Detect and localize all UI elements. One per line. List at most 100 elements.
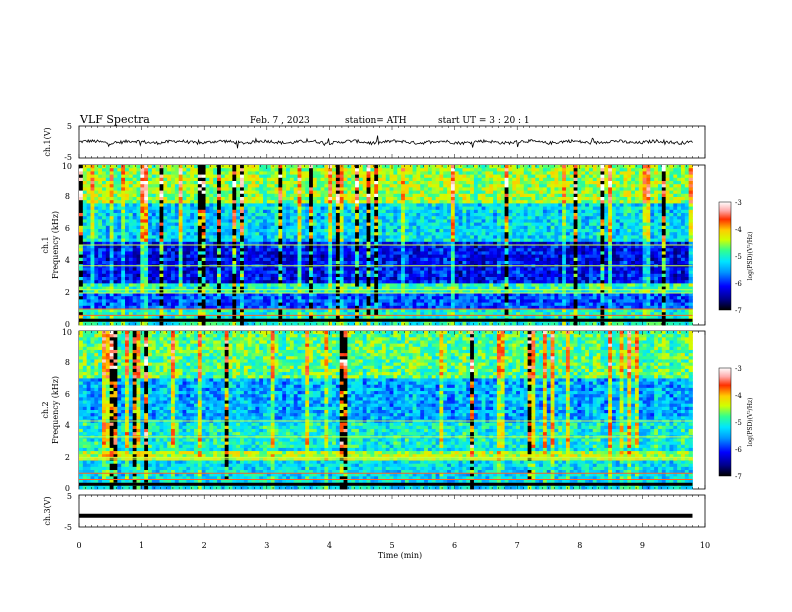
spectrogram-cell [332, 190, 337, 195]
spectrogram-cell [102, 184, 107, 188]
spectrogram-cell [485, 184, 490, 188]
spectrogram-cell [454, 187, 459, 191]
spectrogram-cell [512, 203, 517, 207]
spectrogram-cell [481, 190, 486, 195]
spectrogram-cell [385, 235, 390, 239]
spectrogram-cell [638, 165, 644, 169]
spectrogram-cell [500, 238, 505, 243]
spectrogram-cell [404, 209, 410, 214]
spectrogram-cell [485, 245, 490, 249]
spectrogram-cell [439, 174, 444, 179]
spectrogram-cell [389, 261, 394, 265]
spectrogram-cell [424, 200, 429, 204]
spectrogram-cell [171, 203, 176, 207]
spectrogram-cell [132, 241, 137, 246]
spectrogram-cell [163, 261, 168, 265]
spectrogram-cell [324, 254, 329, 259]
spectrogram-cell [366, 165, 371, 169]
spectrogram-cell [113, 251, 118, 255]
spectrogram-cell [416, 171, 421, 175]
spectrogram-cell [389, 248, 394, 252]
spectrogram-cell [424, 248, 429, 252]
spectrogram-cell [634, 190, 640, 195]
spectrogram-cell [412, 171, 417, 175]
spectrogram-cell [554, 209, 559, 214]
spectrogram-cell [443, 213, 448, 217]
spectrogram-cell [355, 200, 360, 204]
spectrogram-cell [316, 254, 321, 259]
spectrogram-cell [366, 257, 371, 262]
spectrogram-cell [205, 216, 210, 220]
spectrogram-cell [573, 222, 578, 227]
spectrogram-cell [232, 213, 237, 217]
spectrogram-cell [462, 254, 467, 259]
spectrogram-cell [286, 222, 291, 227]
spectrogram-cell [420, 219, 425, 223]
spectrogram-cell [174, 197, 180, 201]
spectrogram-cell [79, 181, 84, 185]
spectrogram-cell [190, 187, 195, 191]
spectrogram-cell [424, 225, 429, 230]
spectrogram-cell [228, 251, 233, 255]
spectrogram-cell [217, 235, 222, 239]
spectrogram-cell [531, 248, 536, 252]
spectrogram-cell [512, 209, 517, 214]
spectrogram-cell [259, 235, 264, 239]
spectrogram-cell [608, 181, 613, 185]
spectrogram-cell [370, 222, 375, 227]
spectrogram-cell [546, 248, 552, 252]
spectrogram-cell [581, 193, 586, 198]
spectrogram-cell [339, 168, 344, 172]
spectrogram-cell [201, 184, 206, 188]
spectrogram-cell [596, 171, 601, 175]
spectrogram-cell [554, 200, 559, 204]
spectrogram-cell [247, 232, 252, 236]
spectrogram-cell [278, 257, 283, 262]
spectrogram-cell [155, 222, 160, 227]
spectrogram-cell [416, 168, 421, 172]
spectrogram-cell [443, 251, 448, 255]
spectrogram-cell [680, 171, 686, 175]
spectrogram-cell [232, 254, 237, 259]
spectrogram-cell [167, 165, 172, 169]
spectrogram-cell [109, 245, 114, 249]
spectrogram-cell [562, 238, 567, 243]
spectrogram-cell [312, 174, 318, 179]
spectrogram-cell [270, 168, 275, 172]
spectrogram-cell [669, 238, 674, 243]
spectrogram-cell [128, 238, 134, 243]
spectrogram-cell [412, 248, 417, 252]
spectrogram-cell [90, 203, 95, 207]
spectrogram-cell [228, 229, 233, 233]
spectrogram-cell [512, 225, 517, 230]
spectrogram-cell [151, 206, 157, 211]
spectrogram-cell [163, 209, 168, 214]
spectrogram-cell [654, 222, 659, 227]
spectrogram-cell [174, 235, 180, 239]
spectrogram-cell [493, 187, 498, 191]
spectrogram-cell [558, 171, 563, 175]
spectrogram-cell [339, 174, 344, 179]
spectrogram-cell [604, 232, 609, 236]
spectrogram-cell [194, 238, 199, 243]
spectrogram-cell [450, 200, 456, 204]
spectrogram-cell [389, 203, 394, 207]
spectrogram-cell [554, 177, 559, 182]
spectrogram-cell [140, 245, 145, 249]
spectrogram-cell [408, 206, 413, 211]
spectrogram-cell [358, 187, 364, 191]
spectrogram-cell [531, 261, 536, 265]
spectrogram-cell [282, 232, 287, 236]
spectrogram-cell [401, 222, 406, 227]
spectrogram-cell [205, 177, 210, 182]
spectrogram-cell [82, 261, 88, 265]
spectrogram-cell [213, 181, 218, 185]
spectrogram-cell [190, 190, 195, 195]
spectrogram-cell [527, 193, 532, 198]
spectrogram-cell [297, 219, 302, 223]
spectrogram-cell [301, 181, 306, 185]
spectrogram-cell [289, 216, 295, 220]
spectrogram-cell [159, 184, 164, 188]
spectrogram-cell [351, 257, 356, 262]
